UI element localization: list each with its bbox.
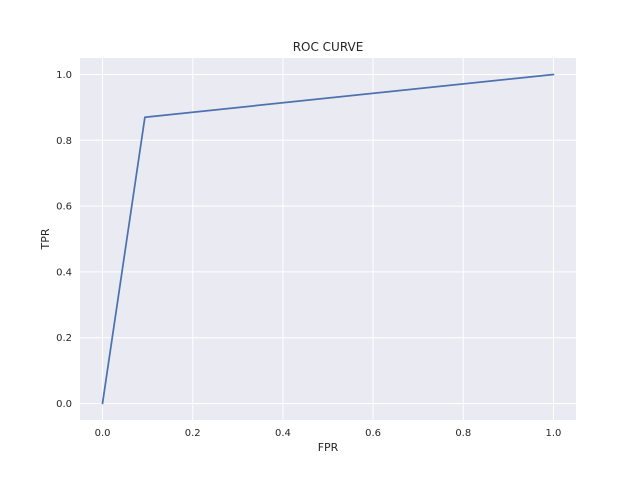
x-tick-label: 1.0 [546,428,562,439]
y-tick-label: 0.0 [56,399,72,410]
roc-line [101,73,555,405]
y-tick-label: 1.0 [56,70,72,81]
y-tick-label: 0.8 [56,136,72,147]
x-tick-label: 0.4 [275,428,291,439]
y-tick-label: 0.6 [56,202,72,213]
x-tick-label: 0.6 [365,428,381,439]
chart-title: ROC CURVE [293,40,364,54]
x-tick-label: 0.0 [95,428,111,439]
y-tick-label: 0.4 [56,267,72,278]
x-axis-label: FPR [318,441,339,454]
y-axis-label: TPR [39,228,52,250]
ticks-group: 0.0 0.2 0.4 0.6 0.8 1.0 0.0 0.2 0.4 0.6 0.8 1.0 [56,70,561,439]
x-tick-label: 0.8 [455,428,471,439]
y-tick-label: 0.2 [56,333,72,344]
x-tick-label: 0.2 [185,428,201,439]
plot-area [80,58,576,420]
series-group [101,73,555,405]
grid [80,58,576,420]
